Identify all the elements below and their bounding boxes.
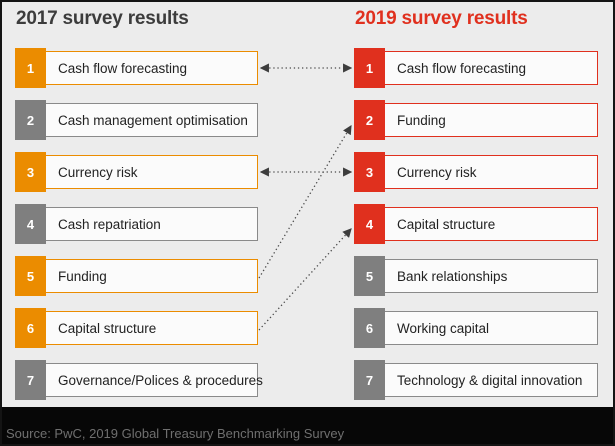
rank-badge: 7 xyxy=(354,360,385,400)
rank-label: Cash flow forecasting xyxy=(354,51,598,85)
column-2017-title: 2017 survey results xyxy=(16,8,189,29)
rank-label: Capital structure xyxy=(354,207,598,241)
column-2017: 2017 survey results Cash flow forecastin… xyxy=(15,2,263,402)
ranking-item-2019-7: Technology & digital innovation 7 xyxy=(354,360,598,400)
rank-label: Funding xyxy=(15,259,258,293)
ranking-item-2019-1: Cash flow forecasting 1 xyxy=(354,48,598,88)
rank-badge: 1 xyxy=(15,48,46,88)
ranking-item-2019-5: Bank relationships 5 xyxy=(354,256,598,296)
rank-label: Capital structure xyxy=(15,311,258,345)
rank-badge: 4 xyxy=(354,204,385,244)
ranking-item-2017-3: Currency risk 3 xyxy=(15,152,258,192)
ranking-item-2019-6: Working capital 6 xyxy=(354,308,598,348)
rank-badge: 1 xyxy=(354,48,385,88)
connector-funding-rank5-to-rank2 xyxy=(258,125,352,279)
rank-badge: 5 xyxy=(354,256,385,296)
rank-label: Bank relationships xyxy=(354,259,598,293)
ranking-item-2019-4: Capital structure 4 xyxy=(354,204,598,244)
connector-capital-structure-rank6-to-rank4 xyxy=(258,228,352,331)
ranking-item-2017-2: Cash management optimisation 2 xyxy=(15,100,258,140)
rank-label: Currency risk xyxy=(354,155,598,189)
rank-badge: 7 xyxy=(15,360,46,400)
ranking-item-2019-3: Currency risk 3 xyxy=(354,152,598,192)
rank-badge: 6 xyxy=(354,308,385,348)
rank-label: Cash repatriation xyxy=(15,207,258,241)
ranking-item-2017-7: Governance/Polices & procedures 7 xyxy=(15,360,263,400)
ranking-item-2017-5: Funding 5 xyxy=(15,256,258,296)
rank-label: Currency risk xyxy=(15,155,258,189)
column-2019-title: 2019 survey results xyxy=(355,8,528,29)
ranking-item-2017-6: Capital structure 6 xyxy=(15,308,258,348)
rank-badge: 4 xyxy=(15,204,46,244)
ranking-item-2017-4: Cash repatriation 4 xyxy=(15,204,258,244)
source-text: Source: PwC, 2019 Global Treasury Benchm… xyxy=(6,426,345,441)
rank-label: Working capital xyxy=(354,311,598,345)
rank-badge: 2 xyxy=(15,100,46,140)
rank-badge: 3 xyxy=(354,152,385,192)
rank-label: Cash management optimisation xyxy=(15,103,258,137)
ranking-item-2017-1: Cash flow forecasting 1 xyxy=(15,48,258,88)
column-2019: 2019 survey results Cash flow forecastin… xyxy=(354,2,598,402)
rank-badge: 2 xyxy=(354,100,385,140)
ranking-item-2019-2: Funding 2 xyxy=(354,100,598,140)
rank-label: Cash flow forecasting xyxy=(15,51,258,85)
rank-badge: 6 xyxy=(15,308,46,348)
rank-label: Governance/Polices & procedures xyxy=(15,363,263,397)
rank-badge: 5 xyxy=(15,256,46,296)
source-footer: Source: PwC, 2019 Global Treasury Benchm… xyxy=(2,407,613,444)
rank-badge: 3 xyxy=(15,152,46,192)
rank-label: Technology & digital innovation xyxy=(354,363,598,397)
rank-label: Funding xyxy=(354,103,598,137)
